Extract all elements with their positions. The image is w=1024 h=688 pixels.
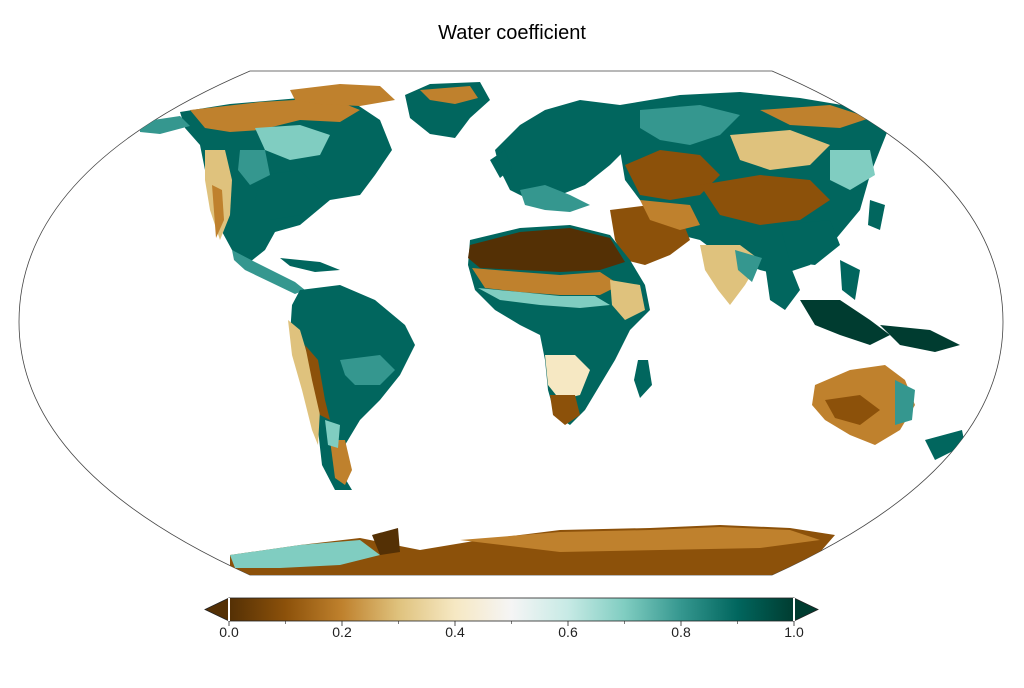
- colorbar-tick-label: 0.6: [558, 624, 578, 640]
- colorbar-extend-high: [793, 597, 819, 622]
- colorbar-tick-label: 0.8: [671, 624, 691, 640]
- colorbar-extend-low: [204, 597, 230, 622]
- land-layer: [140, 82, 965, 575]
- colorbar: 0.0 0.2 0.4 0.6 0.8 1.0: [204, 597, 819, 640]
- colorbar-tick-label: 0.0: [219, 624, 239, 640]
- colorbar-tick-label: 0.2: [332, 624, 352, 640]
- landmass-europe: [495, 100, 640, 200]
- map-title: Water coefficient: [438, 22, 586, 44]
- colorbar-tick-label: 0.4: [445, 624, 465, 640]
- landmass-south-america: [290, 285, 415, 490]
- colorbar-tick-label: 1.0: [784, 624, 804, 640]
- colorbar-ticks: 0.0 0.2 0.4 0.6 0.8 1.0: [219, 598, 804, 640]
- colorbar-bar: [228, 597, 795, 622]
